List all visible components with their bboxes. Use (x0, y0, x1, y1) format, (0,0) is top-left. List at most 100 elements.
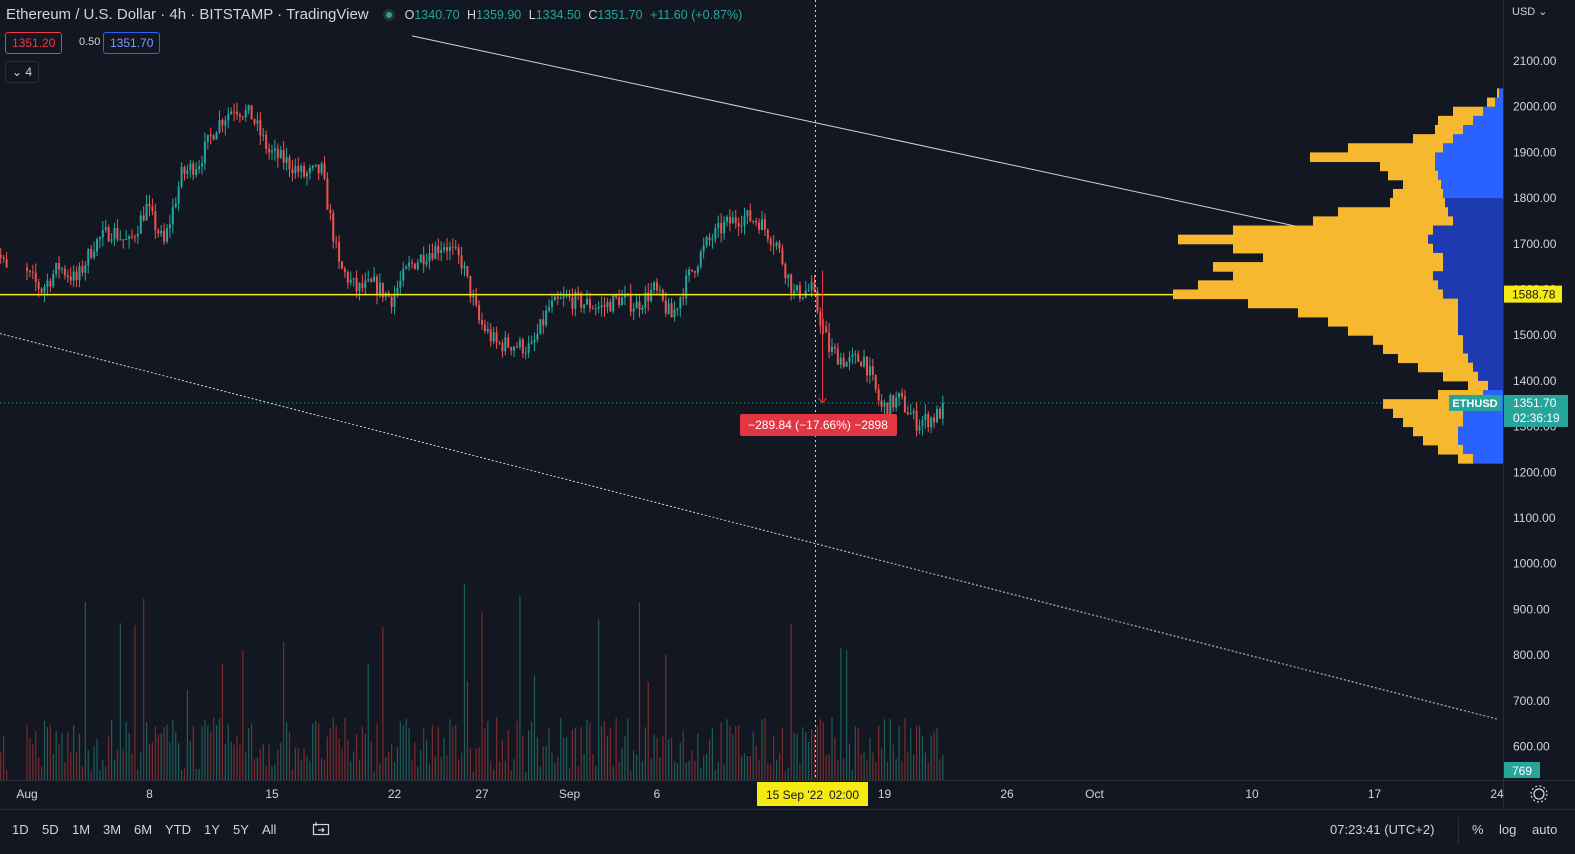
volume-bar (519, 595, 521, 780)
candle-body (373, 276, 376, 282)
candle-body (743, 216, 746, 226)
volume-bar (711, 728, 714, 780)
candle-body (116, 227, 119, 240)
indicators-toggle[interactable]: ⌄ 4 (5, 61, 39, 83)
symbol-title[interactable]: Ethereum / U.S. Dollar · 4h · BITSTAMP ·… (6, 6, 369, 23)
range-5d[interactable]: 5D (42, 822, 59, 837)
volume-bar (70, 751, 72, 780)
profile-yellow-row (1233, 225, 1433, 236)
time-axis[interactable]: Aug 8 15 22 27 Sep 6 19 26 Oct 10 17 24 15 Sep '22 02:… (0, 780, 1575, 807)
log-toggle[interactable]: log (1499, 822, 1517, 837)
profile-blue-row (1433, 225, 1503, 236)
volume-bar (560, 718, 562, 780)
price-chart[interactable]: −289.84 (−17.66%) −2898 2100.00 2000.00 19… (0, 0, 1575, 808)
candle-body (43, 286, 46, 293)
volume-bar (758, 759, 760, 780)
currency-menu[interactable]: USD ⌄ (1512, 6, 1548, 18)
candle-body (276, 148, 279, 159)
candle-body (300, 166, 303, 172)
candle-body (693, 271, 696, 273)
candle-body (518, 339, 521, 347)
clock-timezone[interactable]: 07:23:41 (UTC+2) (1330, 822, 1435, 837)
candle-body (746, 210, 749, 217)
percent-toggle[interactable]: % (1472, 822, 1484, 837)
volume-bar (510, 770, 512, 780)
market-status-icon[interactable] (382, 8, 395, 21)
countdown-label: 02:36:19 (1513, 411, 1560, 425)
candle-body (26, 267, 28, 271)
candle-body (930, 417, 933, 428)
price-axis[interactable]: 2100.002000.001900.001800.001700.001600.… (1449, 0, 1575, 808)
candle-body (813, 281, 816, 292)
candle-body (903, 396, 906, 413)
volume-bar (431, 724, 434, 780)
volume-bar (32, 744, 34, 780)
candle-body (104, 227, 107, 230)
range-all[interactable]: All (262, 822, 277, 837)
range-3m[interactable]: 3M (103, 822, 122, 837)
candle-body (769, 239, 772, 245)
candle-body (909, 413, 912, 415)
volume-bar (280, 742, 282, 780)
candle-body (282, 149, 285, 163)
candle-body (285, 157, 288, 163)
volume-bar (116, 749, 119, 780)
auto-toggle[interactable]: auto (1532, 822, 1558, 837)
profile-blue-row (1478, 371, 1503, 382)
volume-bar (122, 748, 124, 780)
volume-bar (668, 739, 670, 780)
candle-body (699, 251, 702, 267)
candle-body (731, 217, 734, 224)
measure-label: −289.84 (−17.66%) −2898 (748, 418, 888, 432)
candle-body (440, 249, 443, 253)
candle-body (96, 239, 98, 252)
candle-body (332, 212, 335, 242)
volume-bar (210, 731, 212, 780)
candle-body (726, 216, 728, 222)
volume-bar (650, 758, 652, 780)
range-1y[interactable]: 1Y (204, 822, 220, 837)
volume-bar (294, 747, 296, 780)
time-tick-label: 19 (878, 787, 892, 801)
range-ytd[interactable]: YTD (165, 822, 191, 837)
range-6m[interactable]: 6M (134, 822, 153, 837)
candle-body (638, 301, 641, 310)
candle-body (457, 247, 460, 256)
candle-body (734, 217, 737, 224)
volume-bar (137, 769, 139, 780)
volume-last-label: 769 (1512, 764, 1532, 778)
date-range-icon[interactable] (312, 820, 330, 838)
volume-bar (743, 753, 746, 780)
buy-price-button[interactable]: 1351.70 (103, 32, 161, 54)
sell-price-button[interactable]: 1351.20 (5, 32, 63, 54)
crosshair-date-label: 15 Sep '22 (766, 788, 823, 802)
candle-body (122, 239, 125, 241)
candle-body (839, 357, 842, 365)
profile-yellow-row (1380, 161, 1435, 172)
range-1m[interactable]: 1M (72, 822, 91, 837)
volume-bar (175, 731, 177, 780)
volume-bar (933, 731, 935, 780)
candle-body (489, 329, 492, 342)
candles-layer (0, 102, 944, 437)
candle-body (192, 163, 195, 175)
volume-bar (635, 754, 638, 780)
volume-bar (361, 726, 364, 780)
volume-bar (592, 754, 594, 780)
candle-body (623, 294, 626, 298)
candle-body (163, 230, 166, 242)
candle-body (650, 290, 653, 302)
candle-body (139, 215, 142, 234)
volume-bar (469, 748, 471, 780)
volume-bar (866, 759, 868, 780)
candle-body (825, 326, 828, 333)
profile-blue-row (1458, 307, 1503, 318)
price-tick-label: 900.00 (1513, 602, 1550, 616)
volume-bar (539, 766, 541, 780)
range-5y[interactable]: 5Y (233, 822, 249, 837)
candle-body (63, 268, 66, 276)
candle-body (203, 141, 206, 164)
candle-body (227, 114, 230, 121)
range-1d[interactable]: 1D (12, 822, 29, 837)
candle-body (355, 278, 358, 292)
